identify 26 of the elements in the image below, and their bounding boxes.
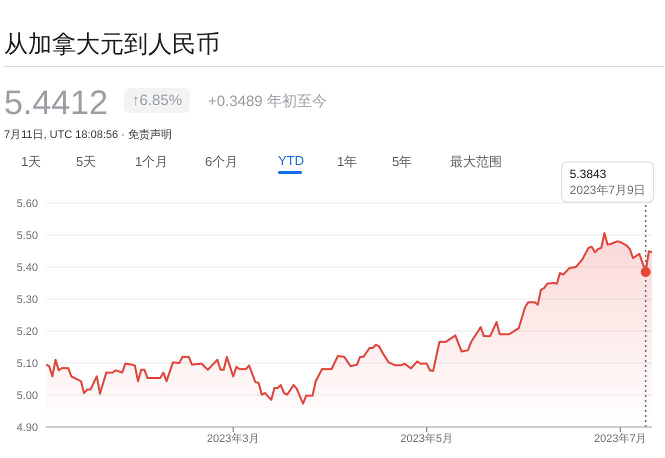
text: 1个月 — [135, 153, 168, 171]
y-tick-label: 5.50 — [16, 230, 38, 242]
x-tick-label: 2023年7月 — [594, 432, 647, 445]
chart-title: 从加拿大元到人民币 — [4, 30, 220, 60]
x-tick-label: 2023年5月 — [400, 432, 454, 445]
y-tick-label: 5.20 — [16, 326, 38, 338]
text: ↑6.85% — [124, 88, 190, 113]
y-tick-label: 5.40 — [16, 262, 38, 274]
text: 5年 — [392, 153, 412, 171]
text: YTD — [278, 153, 304, 168]
text: 7月11日, UTC 18:08:56 · 免责声明 — [4, 128, 172, 142]
text: 5天 — [76, 153, 96, 171]
y-tick-label: 5.30 — [16, 294, 38, 306]
tooltip-box: 5.3843 2023年7月9日 — [561, 162, 654, 202]
text: 最大范围 — [450, 153, 502, 171]
text: 5.4412 — [4, 84, 108, 123]
text: 1天 — [21, 153, 42, 171]
y-tick-label: 5.60 — [16, 198, 38, 210]
x-tick-label: 2023年3月 — [206, 432, 260, 445]
text: 6个月 — [205, 153, 238, 171]
text: +0.3489 年初至今 — [208, 92, 327, 111]
y-tick-label: 5.00 — [16, 390, 38, 402]
text: 1年 — [337, 153, 358, 171]
y-tick-label: 5.10 — [16, 358, 38, 370]
y-tick-label: 4.90 — [16, 422, 38, 434]
ref-line-label: 2023年7月9日 — [570, 183, 646, 197]
